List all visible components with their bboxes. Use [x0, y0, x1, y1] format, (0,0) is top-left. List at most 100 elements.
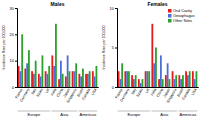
tick-label: USA	[191, 87, 198, 96]
bars	[18, 24, 98, 87]
legend-swatch	[168, 19, 172, 23]
group-label: Americas	[180, 112, 197, 117]
bar	[80, 76, 82, 87]
bar	[31, 71, 33, 87]
legend-label: Oral Cavity	[173, 9, 192, 13]
bar	[82, 69, 84, 87]
bar	[142, 79, 144, 87]
bar	[40, 76, 42, 87]
bar	[55, 24, 57, 87]
group-label: Americas	[80, 112, 97, 117]
tick: Canada	[81, 87, 91, 101]
tick-label: 5	[112, 45, 115, 50]
bar	[33, 74, 35, 87]
group-label: Europe	[127, 112, 141, 117]
x-axis: FranceGermanyItalySpainUKIndiaChinaJapan…	[114, 87, 198, 104]
tick: 30	[10, 6, 17, 11]
bar	[153, 63, 155, 87]
bar	[133, 79, 135, 87]
bar	[89, 71, 91, 87]
bar	[42, 55, 44, 87]
bar	[175, 75, 177, 87]
panel: 0 5 10 FranceGermanyItalySpainUKIndiaChinaJ…	[102, 1, 199, 118]
bar	[65, 76, 67, 87]
tick-mark	[115, 8, 117, 9]
bar	[187, 75, 189, 87]
bar	[162, 79, 164, 87]
bar	[75, 63, 77, 87]
tick: USA	[191, 87, 198, 96]
bar	[140, 83, 142, 87]
figure: 0 10 20 30 FranceGermanyItalySpainUKIndiaChi…	[0, 0, 200, 119]
bar	[126, 71, 128, 87]
bar	[87, 74, 89, 87]
bar	[78, 74, 80, 87]
tick: 20	[10, 32, 17, 37]
bar	[131, 75, 133, 87]
tick-label: 30	[10, 6, 15, 11]
bar	[172, 71, 174, 87]
tick: Germany	[19, 87, 30, 102]
y-axis: 0102030	[10, 6, 18, 90]
bar	[121, 63, 123, 87]
tick-label: Spain	[36, 88, 44, 98]
bar	[73, 71, 75, 87]
bar	[169, 79, 171, 87]
group-label: Asia	[160, 112, 169, 117]
bar	[138, 79, 140, 87]
tick: USA	[91, 87, 98, 96]
bar	[160, 55, 162, 87]
axis-title: Incidence Rate per 100,000	[2, 25, 6, 69]
bar	[38, 74, 40, 87]
bar	[165, 75, 167, 87]
group-label: Europe	[27, 112, 41, 117]
bar	[145, 71, 147, 87]
tick-label: 0	[12, 85, 15, 90]
bar	[45, 71, 47, 87]
tick-label: Germany	[19, 87, 30, 102]
tick-mark	[15, 61, 17, 62]
legend: Oral CavityOesophagusOther Sites	[168, 9, 195, 23]
bar	[119, 79, 121, 87]
legend-swatch	[168, 14, 172, 18]
bar	[128, 71, 130, 87]
bar	[72, 71, 74, 87]
bar	[69, 71, 71, 87]
bar	[51, 55, 53, 87]
bar	[24, 69, 26, 87]
tick: Spain	[136, 87, 144, 98]
bar	[96, 66, 98, 87]
tick-label: Spain	[136, 88, 144, 98]
bar	[194, 79, 196, 87]
tick: 0	[12, 85, 17, 90]
bar	[92, 71, 94, 87]
bar	[151, 24, 153, 87]
tick: Canada	[181, 87, 191, 101]
bar	[67, 55, 69, 87]
axis-title: Incidence Rate per 100,000	[102, 25, 106, 69]
legend-label: Other Sites	[173, 19, 192, 23]
tick-mark	[15, 34, 17, 35]
tick: 10	[110, 6, 117, 11]
bar	[19, 71, 21, 87]
tick: 0	[112, 85, 117, 90]
tick-mark	[15, 8, 17, 9]
panel: 0102030FranceGermanyItalySpainUKIndiaChi…	[2, 1, 99, 118]
title: Females	[147, 1, 167, 7]
bar	[182, 75, 184, 87]
bar	[28, 50, 30, 87]
tick-label: 10	[110, 6, 115, 11]
bar	[189, 71, 191, 87]
bar	[60, 61, 62, 87]
bar	[58, 79, 60, 87]
legend-label: Oesophagus	[173, 14, 195, 18]
bar	[155, 48, 157, 88]
bar	[196, 71, 198, 87]
bar	[46, 74, 48, 87]
bar	[26, 63, 28, 87]
tick-label: 20	[10, 32, 15, 37]
bar	[94, 76, 96, 87]
bar	[173, 79, 175, 87]
tick-mark	[115, 48, 117, 49]
bar	[85, 74, 87, 87]
